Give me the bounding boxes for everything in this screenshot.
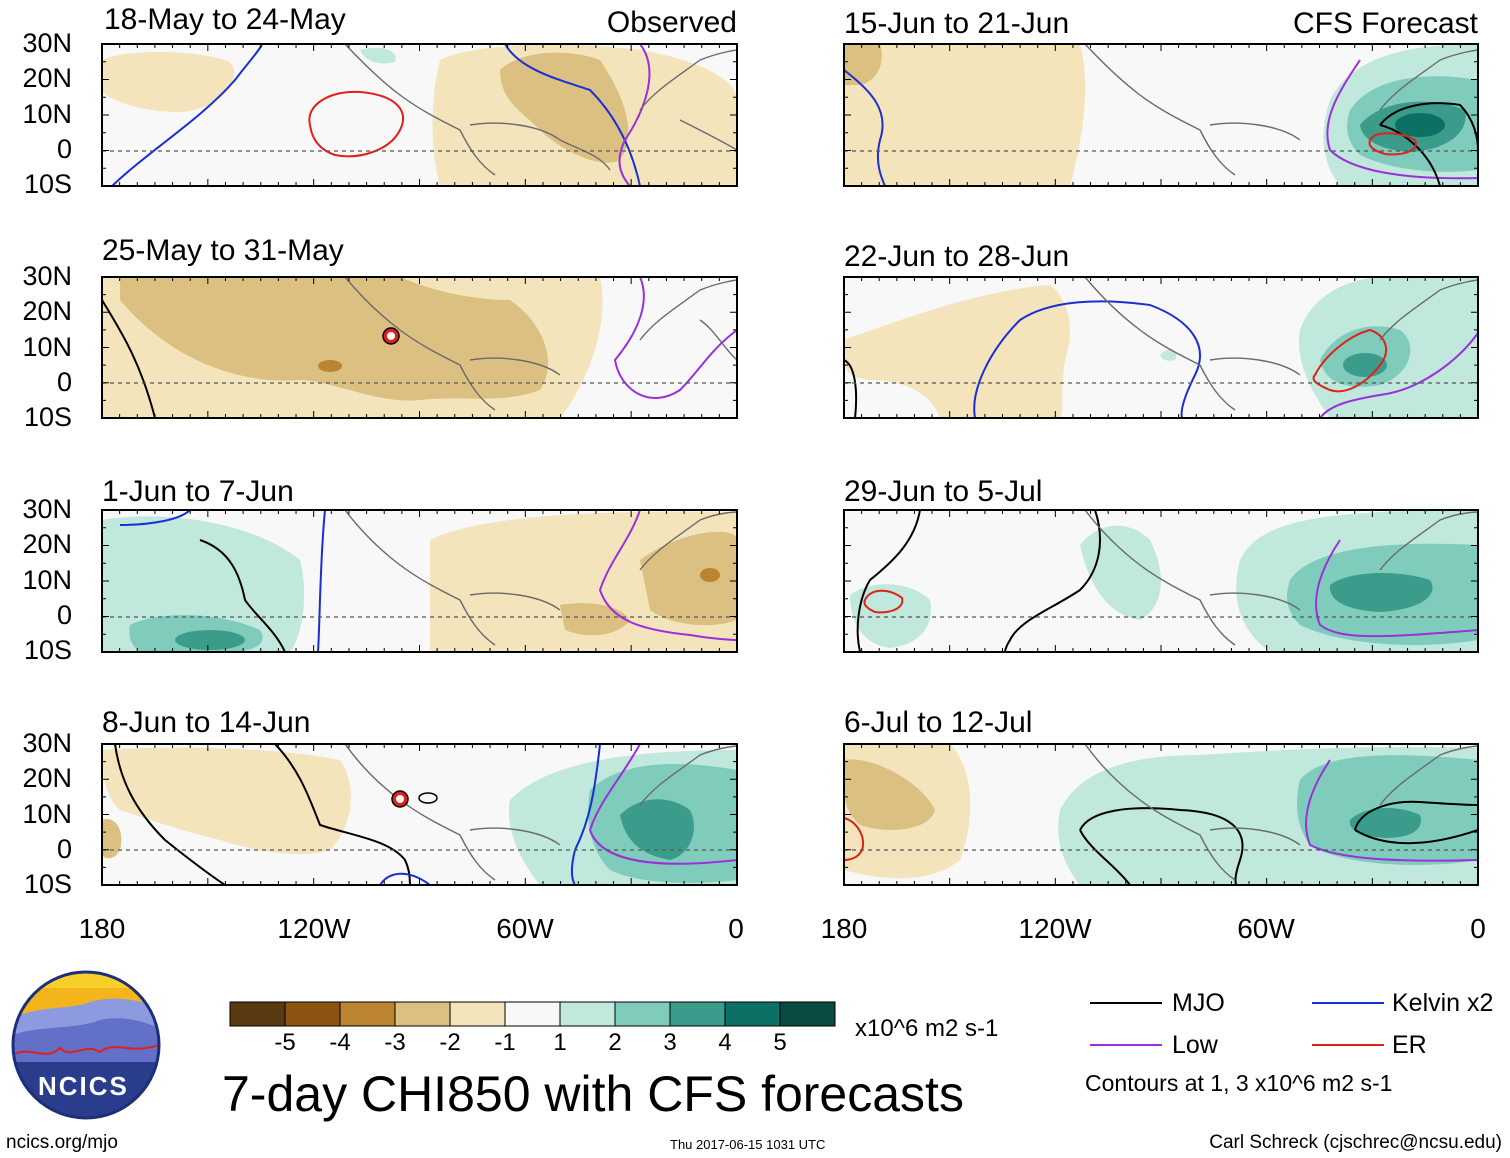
colorbar-box — [339, 1001, 396, 1027]
lat-label: 20N — [22, 763, 72, 793]
colorbar-units: x10^6 m2 s-1 — [855, 1015, 999, 1042]
lon-label-120w-right: 120W — [1018, 913, 1092, 944]
colorbar-tick-label: -4 — [329, 1029, 351, 1056]
lat-label: 0 — [56, 367, 72, 397]
legend-lines — [1090, 1002, 1384, 1046]
colorbar-tick-label: -5 — [274, 1029, 296, 1056]
panel-title-6: 22-Jun to 28-Jun — [844, 240, 1070, 273]
colorbar-box — [559, 1001, 616, 1027]
panel-map-7 — [843, 509, 1479, 653]
lat-label: 30N — [22, 494, 72, 524]
panel-ticks — [843, 43, 1479, 187]
cfs-forecast-label: CFS Forecast — [1292, 7, 1478, 40]
panel-title-7: 29-Jun to 5-Jul — [844, 475, 1043, 508]
lat-label: 0 — [56, 834, 72, 864]
panel-title-2: 25-May to 31-May — [102, 234, 344, 267]
panel-map-8 — [843, 743, 1479, 886]
panel-ticks — [843, 743, 1479, 886]
lat-label: 20N — [22, 63, 72, 93]
colorbar-box — [724, 1001, 781, 1027]
colorbar-tick-label: 4 — [718, 1029, 732, 1056]
lat-label: 0 — [56, 134, 72, 164]
lat-label: 20N — [22, 296, 72, 326]
colorbar-box — [229, 1001, 286, 1027]
colorbar-box — [669, 1001, 726, 1027]
footer-website: ncics.org/mjo — [6, 1132, 118, 1153]
panel-ticks — [101, 43, 738, 187]
colorbar-tick-label: -3 — [384, 1029, 406, 1056]
panel-ticks — [843, 509, 1479, 653]
panel-title-4: 8-Jun to 14-Jun — [102, 706, 311, 739]
panel-title-5: 15-Jun to 21-Jun — [844, 7, 1070, 40]
lat-label: 10N — [22, 799, 72, 829]
lat-label: 10S — [23, 169, 72, 199]
panel-map-2 — [101, 276, 738, 419]
lat-label: 10S — [23, 402, 72, 432]
legend-note: Contours at 1, 3 x10^6 m2 s-1 — [1085, 1070, 1393, 1096]
legend-low: Low — [1172, 1031, 1218, 1059]
colorbar-tick-label: -1 — [494, 1029, 516, 1056]
colorbar-tick-label: 1 — [553, 1029, 567, 1056]
storm-marker-c — [391, 790, 438, 808]
panel-title-3: 1-Jun to 7-Jun — [102, 475, 294, 508]
logo-text: NCICS — [38, 1071, 129, 1101]
panel-title-1: 18-May to 24-May — [104, 3, 346, 36]
panel-map-6 — [843, 276, 1479, 419]
legend-kelvin: Kelvin x2 — [1392, 989, 1494, 1017]
panel-map-1 — [101, 43, 738, 187]
legend-mjo: MJO — [1172, 989, 1225, 1017]
panel-ticks — [843, 276, 1479, 419]
colorbar-tick-label: 3 — [663, 1029, 677, 1056]
colorbar-box — [449, 1001, 506, 1027]
main-title: 7-day CHI850 with CFS forecasts — [222, 1066, 964, 1122]
lat-label: 10N — [22, 565, 72, 595]
lat-label: 30N — [22, 261, 72, 291]
lon-label-180-right: 180 — [820, 913, 868, 944]
lat-label: 10N — [22, 99, 72, 129]
footer-author: Carl Schreck (cjschrec@ncsu.edu) — [1209, 1132, 1502, 1153]
lat-label: 10N — [22, 332, 72, 362]
panel-ticks — [101, 276, 738, 419]
colorbar-box — [284, 1001, 341, 1027]
footer-timestamp: Thu 2017-06-15 1031 UTC — [670, 1137, 826, 1152]
lat-label: 30N — [22, 728, 72, 758]
panel-map-4 — [101, 743, 738, 886]
panel-title-8: 6-Jul to 12-Jul — [844, 706, 1033, 739]
colorbar — [229, 1001, 836, 1027]
lon-label-120w-left: 120W — [277, 913, 351, 944]
panel-ticks — [101, 509, 738, 653]
legend-er: ER — [1392, 1031, 1427, 1059]
colorbar-tick-label: 5 — [773, 1029, 787, 1056]
colorbar-box — [394, 1001, 451, 1027]
panel-map-3 — [101, 509, 738, 653]
panel-map-5 — [843, 43, 1479, 187]
lat-label: 10S — [23, 635, 72, 665]
lat-label: 10S — [23, 869, 72, 899]
colorbar-tick-label: -2 — [439, 1029, 461, 1056]
panel-ticks — [101, 743, 738, 886]
lat-label: 20N — [22, 529, 72, 559]
lon-label-0-left: 0 — [728, 913, 744, 944]
storm-marker-b — [382, 327, 400, 345]
observed-label: Observed — [606, 6, 737, 39]
lon-label-60w-left: 60W — [496, 913, 554, 944]
lat-label: 0 — [56, 600, 72, 630]
lat-label: 30N — [22, 28, 72, 58]
colorbar-box — [779, 1001, 836, 1027]
lon-label-180-left: 180 — [78, 913, 126, 944]
ncics-logo — [11, 970, 161, 1120]
lon-label-0-right: 0 — [1470, 913, 1486, 944]
lon-label-60w-right: 60W — [1237, 913, 1295, 944]
colorbar-box — [614, 1001, 671, 1027]
colorbar-box — [504, 1001, 561, 1027]
colorbar-tick-label: 2 — [608, 1029, 622, 1056]
